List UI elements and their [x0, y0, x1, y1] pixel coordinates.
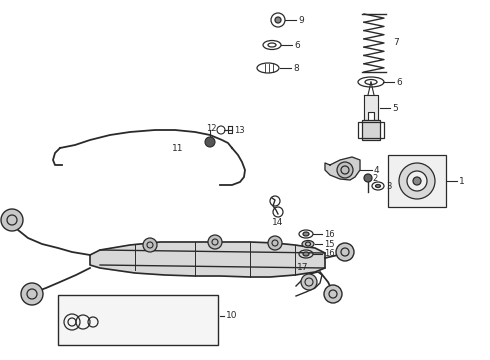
Circle shape	[337, 162, 353, 178]
Text: 3: 3	[386, 181, 392, 190]
Polygon shape	[325, 157, 360, 180]
Circle shape	[268, 236, 282, 250]
Text: 7: 7	[393, 37, 399, 46]
Circle shape	[407, 171, 427, 191]
Bar	[388, 155, 446, 207]
Bar	[358, 122, 384, 138]
Circle shape	[208, 235, 222, 249]
Text: 16: 16	[324, 249, 335, 258]
Ellipse shape	[303, 232, 309, 236]
Circle shape	[364, 174, 372, 182]
Circle shape	[324, 285, 342, 303]
Bar	[58, 295, 218, 345]
Text: 13: 13	[234, 126, 245, 135]
Text: 16: 16	[324, 230, 335, 239]
Ellipse shape	[302, 240, 314, 248]
Circle shape	[205, 137, 215, 147]
Text: 11: 11	[172, 144, 183, 153]
Text: 10: 10	[226, 311, 238, 320]
Text: 12: 12	[206, 123, 217, 132]
Ellipse shape	[375, 185, 381, 188]
Circle shape	[413, 177, 421, 185]
Text: 4: 4	[374, 166, 380, 175]
Polygon shape	[364, 95, 378, 120]
Text: 1: 1	[459, 176, 465, 185]
Circle shape	[21, 283, 43, 305]
Text: 17: 17	[297, 264, 309, 273]
Circle shape	[301, 274, 317, 290]
Circle shape	[399, 163, 435, 199]
Text: 8: 8	[293, 63, 299, 72]
Circle shape	[336, 243, 354, 261]
Text: 9: 9	[298, 15, 304, 24]
Circle shape	[143, 238, 157, 252]
Circle shape	[275, 17, 281, 23]
Text: 2: 2	[372, 174, 377, 183]
Bar	[362, 120, 380, 140]
Polygon shape	[90, 242, 325, 277]
Text: 14: 14	[272, 217, 283, 226]
Text: 15: 15	[324, 239, 335, 248]
Circle shape	[1, 209, 23, 231]
Text: 5: 5	[392, 104, 398, 113]
Ellipse shape	[303, 252, 309, 256]
Text: 6: 6	[396, 77, 402, 86]
Text: 6: 6	[294, 41, 300, 50]
